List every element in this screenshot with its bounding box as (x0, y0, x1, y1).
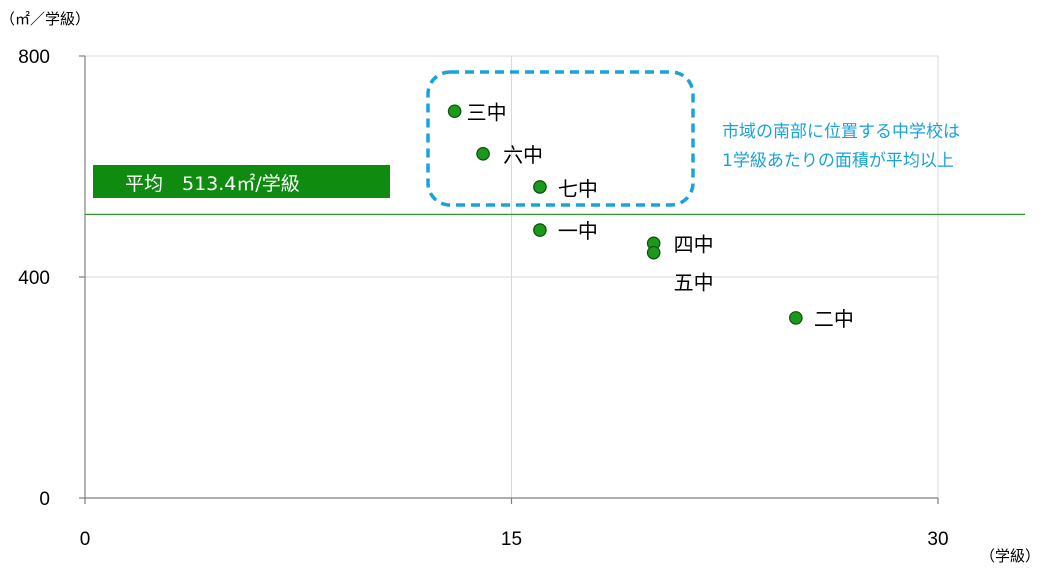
annotation-line-2: 1学級あたりの面積が平均以上 (722, 151, 954, 171)
data-point (533, 223, 547, 237)
tick-labels: 0 400 800 0 15 30 (18, 47, 948, 550)
data-point (533, 180, 547, 194)
axes (79, 55, 939, 504)
data-point-label: 一中 (558, 219, 598, 243)
data-point-label: 二中 (814, 307, 854, 331)
data-point (646, 245, 661, 260)
data-point-label: 五中 (674, 271, 714, 295)
data-point-label: 三中 (467, 100, 507, 124)
grid-lines (85, 55, 939, 498)
y-unit-label: （㎡／学級） (0, 10, 90, 28)
average-label: 平均 513.4㎡/学級 (125, 172, 300, 195)
data-point (447, 104, 462, 119)
data-point-label: 四中 (674, 232, 714, 256)
highlight-region (426, 70, 695, 207)
y-tick-label: 0 (39, 489, 50, 510)
average-label-box (93, 165, 390, 198)
x-tick-label: 15 (501, 529, 522, 550)
annotation-line-1: 市域の南部に位置する中学校は (722, 122, 960, 142)
data-point-label: 七中 (558, 177, 598, 201)
y-tick-label: 800 (18, 47, 50, 68)
x-tick-label: 0 (80, 529, 91, 550)
data-point-label: 六中 (503, 143, 543, 167)
x-tick-label: 30 (927, 529, 948, 550)
y-tick-label: 400 (18, 268, 50, 289)
x-unit-label: （学級） (980, 547, 1040, 565)
data-point (476, 146, 490, 161)
data-points (447, 104, 803, 325)
data-point (789, 311, 803, 325)
